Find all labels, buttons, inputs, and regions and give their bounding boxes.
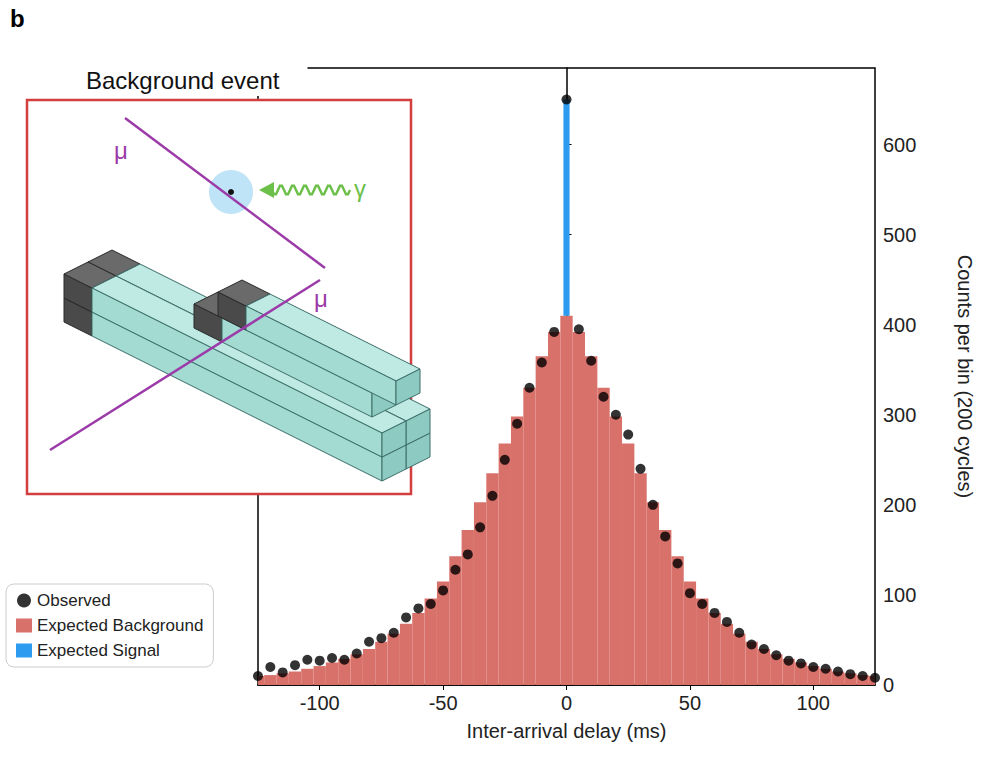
- svg-text:50: 50: [679, 692, 701, 714]
- svg-text:100: 100: [883, 584, 916, 606]
- svg-text:300: 300: [883, 404, 916, 426]
- svg-text:400: 400: [883, 314, 916, 336]
- svg-text:0: 0: [561, 692, 572, 714]
- svg-text:-50: -50: [429, 692, 458, 714]
- svg-text:100: 100: [797, 692, 830, 714]
- svg-text:Expected Signal: Expected Signal: [37, 641, 160, 660]
- svg-text:-100: -100: [300, 692, 340, 714]
- svg-text:Counts per bin (200 cycles): Counts per bin (200 cycles): [954, 255, 976, 498]
- svg-text:600: 600: [883, 134, 916, 156]
- svg-text:500: 500: [883, 224, 916, 246]
- svg-text:γ: γ: [354, 175, 366, 202]
- svg-text:0: 0: [883, 674, 894, 696]
- svg-text:200: 200: [883, 494, 916, 516]
- svg-text:Background event: Background event: [86, 67, 280, 94]
- svg-text:Observed: Observed: [37, 591, 111, 610]
- svg-text:Expected Background: Expected Background: [37, 616, 203, 635]
- svg-text:μ: μ: [314, 285, 328, 312]
- svg-text:Inter-arrival delay (ms): Inter-arrival delay (ms): [466, 720, 666, 742]
- svg-text:μ: μ: [114, 137, 128, 164]
- svg-text:b: b: [10, 5, 25, 32]
